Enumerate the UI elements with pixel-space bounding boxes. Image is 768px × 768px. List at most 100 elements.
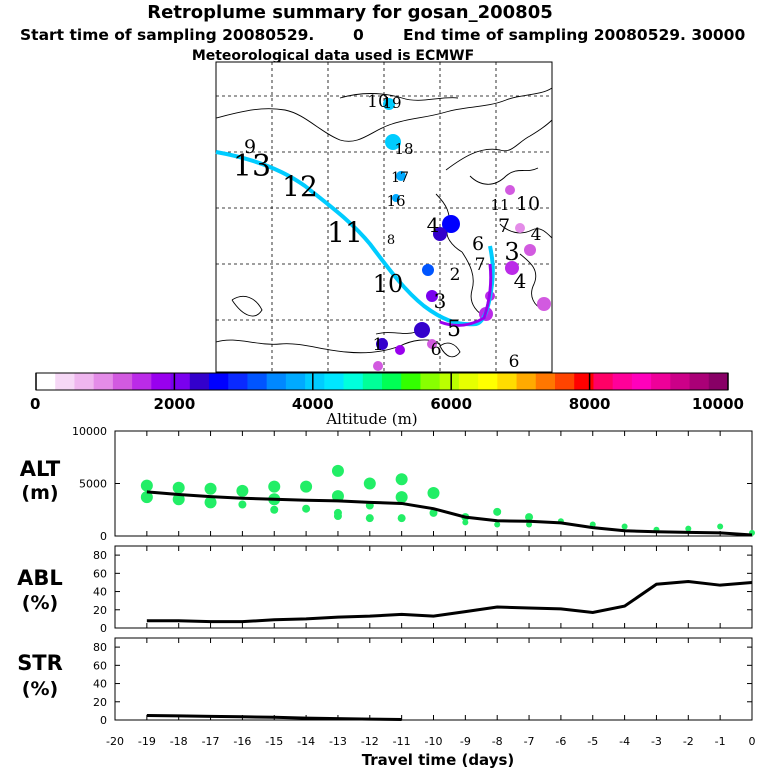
map-day-label: 7 xyxy=(498,215,510,237)
map-point xyxy=(524,244,536,256)
map-day-label: 4 xyxy=(427,213,440,237)
colorbar-swatch xyxy=(305,373,325,390)
alt-scatter-point xyxy=(204,496,217,509)
y-tick-label: 40 xyxy=(93,586,107,599)
alt-scatter-point xyxy=(172,481,185,494)
colorbar-swatch xyxy=(708,373,729,390)
colorbar-swatch xyxy=(631,373,652,390)
x-tick-label: -19 xyxy=(138,735,156,748)
colorbar-swatch xyxy=(458,373,479,390)
alt-scatter-point xyxy=(685,525,692,532)
colorbar-swatch xyxy=(209,373,229,390)
map-day-label: 17 xyxy=(391,170,409,186)
map-day-label: 7 xyxy=(475,255,486,275)
alt-scatter-point xyxy=(395,491,408,504)
map-day-label: 9 xyxy=(244,136,256,158)
x-tick-label: -16 xyxy=(233,735,251,748)
map-point xyxy=(515,223,525,233)
x-tick-label: -1 xyxy=(715,735,726,748)
map-day-label: 13 xyxy=(233,149,271,184)
altitude-colorbar: 0 2000 4000 6000 8000 10000 xyxy=(30,372,744,413)
map-day-label: 5 xyxy=(447,317,461,342)
abl-panel: ABL(%) 80 60 40 20 0 xyxy=(17,545,753,635)
y-tick-label: 80 xyxy=(93,549,107,562)
colorbar-swatch xyxy=(670,373,691,390)
x-tick-label: -18 xyxy=(170,735,188,748)
alt-scatter-point xyxy=(302,504,311,513)
map-point xyxy=(385,134,401,150)
x-tick-label: -2 xyxy=(683,735,694,748)
map-day-label: 4 xyxy=(531,225,542,245)
x-tick-label: -10 xyxy=(425,735,443,748)
alt-scatter-point xyxy=(300,480,313,493)
alt-scatter-point xyxy=(236,484,249,497)
alt-scatter-point xyxy=(140,479,153,492)
alt-scatter-point xyxy=(331,464,344,477)
colorbar-swatch xyxy=(555,373,575,390)
colorbar-swatch xyxy=(535,373,556,390)
map-point xyxy=(373,361,383,371)
colorbar-swatch xyxy=(170,373,191,390)
colorbar-swatch xyxy=(93,373,114,390)
time-series-panels: ALT(m)1000050000ABL(%)806040200STR(%)806… xyxy=(17,425,755,748)
map-point xyxy=(433,227,447,241)
start-time-value: 0 xyxy=(353,26,364,44)
colorbar-swatch xyxy=(362,373,383,390)
map-day-label: 19 xyxy=(382,94,401,112)
colorbar-swatch xyxy=(266,373,287,390)
y-tick-label: 10000 xyxy=(72,425,107,438)
map-day-label: 2 xyxy=(450,265,461,285)
map-day-label: 10 xyxy=(367,92,389,112)
colorbar-swatch xyxy=(612,373,633,390)
x-tick-label: 0 xyxy=(749,735,756,748)
map-day-label: 8 xyxy=(387,233,395,248)
panel-unit-label: (%) xyxy=(22,678,58,700)
colorbar-tick-label: 10000 xyxy=(692,395,744,413)
colorbar-swatch xyxy=(593,373,614,390)
alt-scatter-point xyxy=(525,513,534,522)
x-tick-label: -4 xyxy=(619,735,630,748)
colorbar-tick-label: 4000 xyxy=(292,395,334,413)
colorbar-tick-label: 8000 xyxy=(569,395,611,413)
colorbar-tick-label: 0 xyxy=(30,395,40,413)
y-tick-label: 5000 xyxy=(79,478,107,491)
colorbar-swatch xyxy=(324,373,345,390)
alt-scatter-point xyxy=(140,491,153,504)
panel-frame xyxy=(114,637,753,721)
colorbar-swatch xyxy=(689,373,710,390)
alt-scatter-point xyxy=(333,512,342,521)
x-tick-label: -15 xyxy=(265,735,283,748)
alt-scatter-point xyxy=(621,523,628,530)
colorbar-swatch xyxy=(151,373,172,390)
y-tick-label: 0 xyxy=(100,622,107,635)
colorbar-swatch xyxy=(651,373,671,390)
y-tick-label: 60 xyxy=(93,567,107,580)
colorbar-swatch xyxy=(55,373,75,390)
colorbar-tick-label: 2000 xyxy=(154,395,196,413)
y-tick-label: 60 xyxy=(93,659,107,672)
x-axis-label: Travel time (days) xyxy=(362,751,515,768)
panel-frame xyxy=(114,545,753,629)
colorbar-swatch xyxy=(497,373,518,390)
colorbar-swatch xyxy=(132,373,152,390)
map-point xyxy=(537,297,551,311)
map-day-label: 12 xyxy=(282,170,318,203)
panel-label: STR xyxy=(17,651,63,675)
figure-title: Retroplume summary for gosan_200805 xyxy=(147,2,553,23)
x-tick-label: -7 xyxy=(524,735,535,748)
map-scatter-points xyxy=(373,98,551,371)
alt-scatter-point xyxy=(365,514,374,523)
map-day-label: 6 xyxy=(431,340,442,360)
alt-scatter-point xyxy=(268,480,281,493)
map-point xyxy=(383,98,395,110)
map-point xyxy=(376,338,388,350)
abl-series-line xyxy=(146,580,753,624)
map-point xyxy=(426,290,438,302)
map-day-label: 3 xyxy=(504,238,519,266)
y-tick-label: 0 xyxy=(100,714,107,727)
alt-scatter-point xyxy=(493,507,502,516)
map-day-label: 11 xyxy=(327,216,363,249)
colorbar-swatch xyxy=(285,373,306,390)
